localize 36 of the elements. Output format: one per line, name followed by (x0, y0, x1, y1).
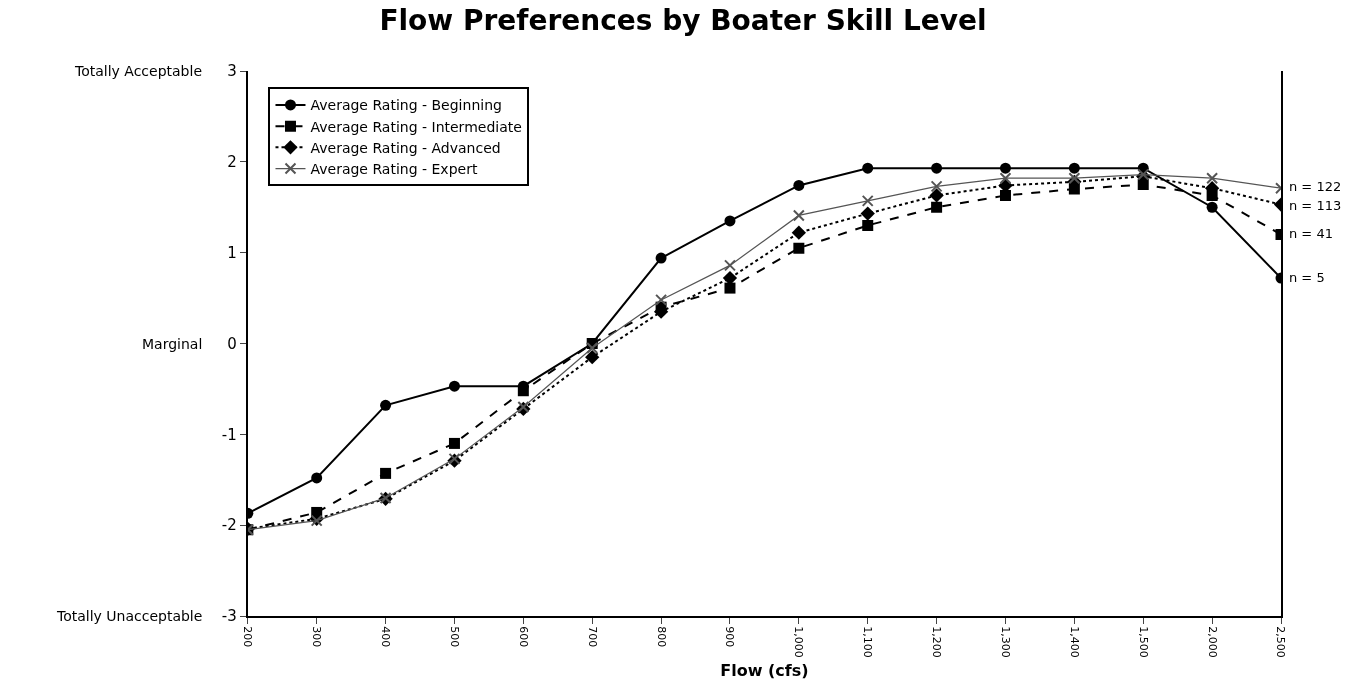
x-tick-label: 1,100 (861, 626, 875, 658)
y-tick-label: -1 (221, 425, 237, 444)
x-tick-label: 800 (654, 626, 668, 648)
annotation: n = 5 (1289, 270, 1325, 285)
y-tick-label: 3 (227, 62, 237, 81)
legend-label: Average Rating - Intermediate (310, 118, 522, 135)
x-axis-title: Flow (cfs) (720, 660, 809, 680)
x-tick-label: 200 (241, 626, 255, 648)
text: Totally Unacceptable (56, 608, 203, 624)
x-tick-label: 900 (723, 626, 737, 648)
legend-label: Average Rating - Expert (310, 161, 478, 178)
x-tick-label: 1,200 (930, 626, 944, 658)
annotation: n = 122 (1289, 179, 1342, 194)
x-tick-label: 2,500 (1274, 626, 1288, 658)
y-tick-label: -3 (221, 607, 237, 626)
x-tick-label: 1,500 (1136, 626, 1150, 658)
annotation: n = 113 (1289, 198, 1342, 213)
y-tick-label: 1 (227, 243, 237, 262)
x-tick-label: 600 (516, 626, 530, 648)
text: Totally Acceptable (74, 63, 203, 79)
legend-label: Average Rating - Advanced (310, 139, 501, 156)
y-tick-label: -2 (221, 516, 237, 535)
x-tick-label: 700 (585, 626, 599, 648)
x-tick-label: 500 (447, 626, 461, 648)
x-tick-label: 2,000 (1205, 626, 1219, 658)
text: Marginal (142, 336, 203, 352)
x-tick-label: 1,000 (792, 626, 806, 658)
chart-title: Flow Preferences by Boater Skill Level (379, 4, 987, 38)
y-tick-label: 2 (227, 153, 237, 172)
x-tick-label: 400 (379, 626, 393, 648)
annotation: n = 41 (1289, 226, 1333, 241)
y-tick-label: 0 (227, 334, 237, 353)
x-tick-label: 1,300 (998, 626, 1012, 658)
x-tick-label: 1,400 (1067, 626, 1081, 658)
x-tick-label: 300 (310, 626, 324, 648)
legend-label: Average Rating - Beginning (310, 97, 502, 114)
